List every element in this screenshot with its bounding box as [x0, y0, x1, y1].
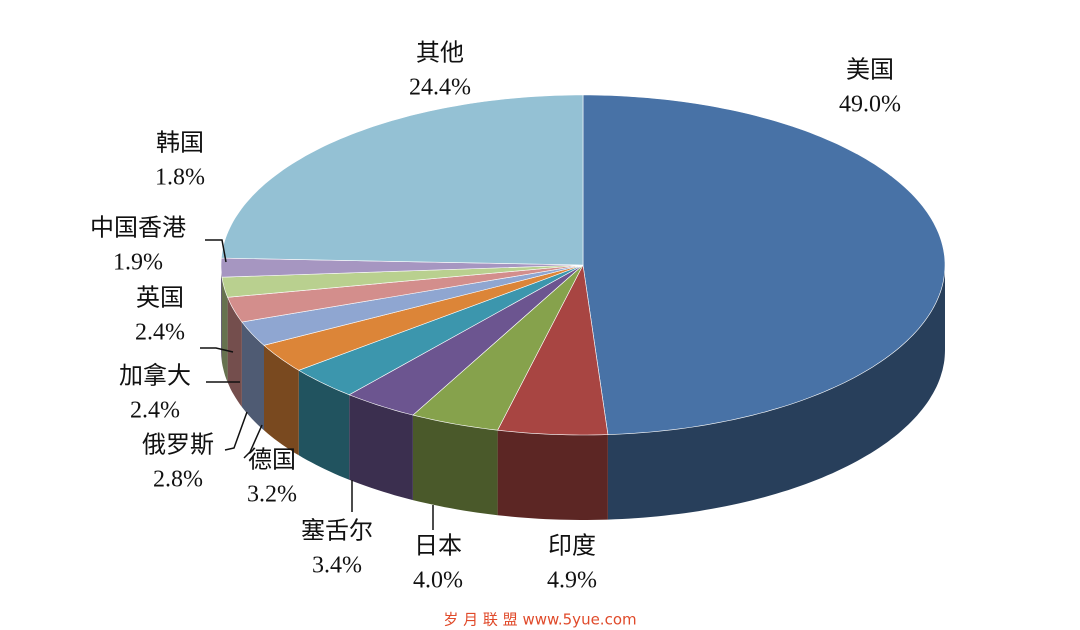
slice-label: 塞舌尔: [301, 518, 373, 545]
value-label: 4.9%: [547, 568, 597, 594]
value-label: 2.8%: [153, 467, 203, 493]
slice-side: [221, 277, 228, 383]
value-label: 49.0%: [839, 92, 901, 118]
slice-label: 加拿大: [119, 363, 191, 390]
leader-line: [200, 347, 234, 353]
leader-line: [243, 424, 263, 459]
slice: [220, 257, 584, 278]
slice: [227, 264, 584, 323]
watermark: 岁 月 联 盟 www.5yue.com: [443, 611, 636, 629]
slice-side: [241, 322, 264, 431]
value-label: 2.4%: [130, 398, 180, 424]
slice: [412, 264, 584, 431]
slice-label: 俄罗斯: [142, 432, 214, 459]
slice-label: 中国香港: [90, 215, 186, 242]
slice-label: 德国: [248, 447, 296, 474]
slice-label: 韩国: [156, 130, 204, 157]
value-label: 4.0%: [413, 568, 463, 594]
slice: [298, 264, 584, 396]
value-label: 2.4%: [135, 320, 185, 346]
slice-side: [298, 370, 350, 480]
value-label: 24.4%: [409, 75, 471, 101]
slice: [348, 264, 584, 416]
slice-side: [412, 415, 498, 516]
slice-side: [607, 265, 945, 520]
slice-label: 印度: [548, 533, 596, 560]
value-label: 3.2%: [247, 482, 297, 508]
slice: [220, 94, 584, 266]
value-label: 1.8%: [155, 165, 205, 191]
slice-side: [221, 265, 222, 363]
value-label: 3.4%: [312, 553, 362, 579]
slice: [241, 264, 584, 346]
slice-label: 美国: [846, 57, 894, 84]
slice-label: 日本: [414, 533, 462, 560]
value-label: 1.9%: [113, 250, 163, 276]
slice-label: 其他: [416, 40, 464, 67]
slice-side: [227, 297, 242, 407]
slice: [497, 264, 609, 436]
slice: [582, 94, 946, 435]
leader-line: [224, 411, 248, 451]
slice: [263, 264, 584, 371]
leader-line: [205, 239, 227, 263]
slice-side: [497, 430, 608, 520]
slice-side: [349, 394, 413, 501]
slice-label: 英国: [136, 285, 184, 312]
slice: [221, 264, 584, 298]
slice-side: [264, 345, 299, 456]
